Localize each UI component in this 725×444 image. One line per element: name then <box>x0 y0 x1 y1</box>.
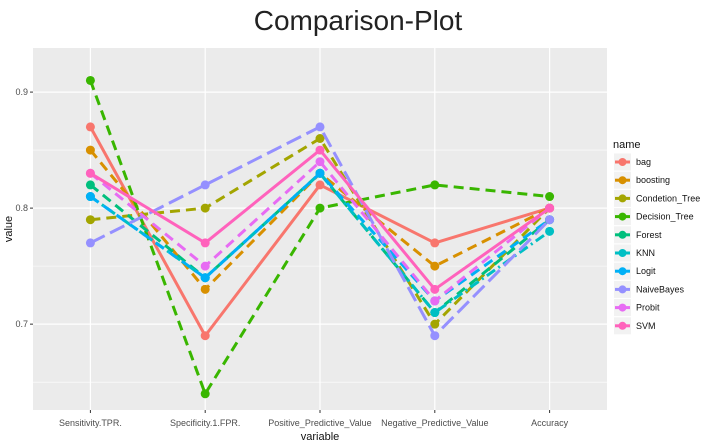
legend-label: Decision_Tree <box>636 212 694 222</box>
y-tick-label: 0.9 <box>15 87 28 97</box>
legend-item: Decision_Tree <box>614 208 694 226</box>
data-point <box>200 261 210 271</box>
data-point <box>430 296 440 306</box>
data-point <box>315 157 325 167</box>
legend-item: Forest <box>614 226 662 244</box>
x-axis-ticks: Sensitivity.TPR. Specificity.1.FPR. Positi… <box>59 410 569 428</box>
legend-label: Condetion_Tree <box>636 193 700 203</box>
series-layer <box>85 75 555 399</box>
data-point <box>315 180 325 190</box>
legend-point <box>618 321 627 330</box>
legend-item: NaiveBayes <box>614 280 685 298</box>
data-point <box>545 226 555 236</box>
legend-point <box>618 194 627 203</box>
legend-point <box>618 303 627 312</box>
legend-label: NaiveBayes <box>636 284 685 294</box>
series-line <box>89 160 551 303</box>
data-point <box>545 192 555 202</box>
data-point <box>200 238 210 248</box>
series-svm <box>85 145 555 294</box>
data-point <box>430 308 440 318</box>
series-naivebayes <box>85 122 555 341</box>
data-point <box>315 145 325 155</box>
legend-label: bag <box>636 157 651 167</box>
data-point <box>430 180 440 190</box>
data-point <box>430 261 440 271</box>
y-tick-label: 0.8 <box>15 203 28 213</box>
y-axis-title: value <box>3 216 15 242</box>
data-point <box>85 238 95 248</box>
data-point <box>430 331 440 341</box>
data-point <box>545 215 555 225</box>
legend-point <box>618 176 627 185</box>
legend-point <box>618 230 627 239</box>
data-point <box>315 122 325 132</box>
legend-item: Condetion_Tree <box>614 189 700 207</box>
legend-item: boosting <box>614 171 670 189</box>
x-tick-label: Positive_Predictive_Value <box>268 418 371 428</box>
data-point <box>430 238 440 248</box>
x-tick-label: Negative_Predictive_Value <box>381 418 488 428</box>
data-point <box>200 180 210 190</box>
legend-label: KNN <box>636 248 655 258</box>
data-point <box>315 203 325 213</box>
data-point <box>85 122 95 132</box>
legend-label: Forest <box>636 230 662 240</box>
data-point <box>430 284 440 294</box>
legend-item: Probit <box>614 299 660 317</box>
legend-point <box>618 158 627 166</box>
data-point <box>85 215 95 225</box>
data-point <box>315 168 325 178</box>
series-condetion-tree <box>85 134 555 329</box>
legend-title: name <box>613 139 641 151</box>
series-decision-tree <box>85 75 555 399</box>
data-point <box>200 273 210 283</box>
legend-point <box>618 249 627 257</box>
data-point <box>545 203 555 213</box>
series-line <box>89 171 551 315</box>
data-point <box>85 145 95 155</box>
legend-label: Probit <box>636 303 660 313</box>
x-tick-label: Accuracy <box>531 418 569 428</box>
data-point <box>200 203 210 213</box>
x-tick-label: Sensitivity.TPR. <box>59 418 122 428</box>
y-tick-label: 0.7 <box>15 319 28 329</box>
data-point <box>430 319 440 329</box>
legend-point <box>618 267 627 276</box>
legend-item: Logit <box>614 262 656 280</box>
x-tick-label: Specificity.1.FPR. <box>170 418 240 428</box>
legend: name bag boosting Condetion_Tree Decision_T… <box>613 139 700 335</box>
data-point <box>85 192 95 202</box>
legend-point <box>618 285 627 294</box>
legend-point <box>618 212 627 221</box>
data-point <box>85 75 95 85</box>
legend-item: SVM <box>614 317 656 335</box>
x-axis-title: variable <box>301 431 340 443</box>
legend-item: KNN <box>614 244 655 262</box>
legend-item: bag <box>614 153 651 171</box>
data-point <box>85 180 95 190</box>
legend-label: boosting <box>636 175 670 185</box>
chart-title: Comparison-Plot <box>254 5 463 36</box>
data-point <box>200 389 210 399</box>
data-point <box>85 168 95 178</box>
legend-label: Logit <box>636 266 656 276</box>
legend-label: SVM <box>636 321 656 331</box>
data-point <box>315 134 325 143</box>
data-point <box>200 284 210 294</box>
y-axis-ticks: 0.7 0.8 0.9 <box>15 87 33 329</box>
data-point <box>200 331 210 341</box>
